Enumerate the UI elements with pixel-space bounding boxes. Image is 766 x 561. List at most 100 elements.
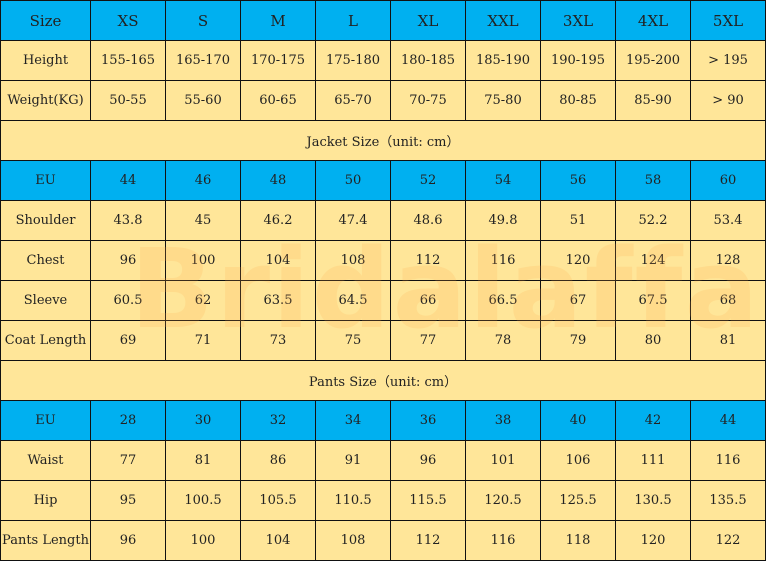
cell: 60.5: [90, 280, 166, 321]
general-row: Height 155-165 165-170 170-175 175-180 180-18…: [0, 40, 766, 81]
cell: 73: [240, 320, 316, 361]
cell: 80: [615, 320, 691, 361]
cell: 100: [165, 520, 241, 561]
pants-row: Pants Length 96 100 104 108 112 116 118 120 122: [0, 520, 766, 561]
pants-section-title: Pants Size（unit: cm）: [0, 360, 766, 401]
jacket-row: Shoulder 43.8 45 46.2 47.4 48.6 49.8 51 52.2 53.4: [0, 200, 766, 241]
jacket-row: Sleeve 60.5 62 63.5 64.5 66 66.5 67 67.5 68: [0, 280, 766, 321]
cell: 54: [465, 160, 541, 201]
cell: 112: [390, 520, 466, 561]
cell: 36: [390, 400, 466, 441]
cell: 81: [690, 320, 766, 361]
row-label: Height: [0, 40, 91, 81]
cell: 48: [240, 160, 316, 201]
cell: 63.5: [240, 280, 316, 321]
cell: 5XL: [690, 0, 766, 41]
cell: 135.5: [690, 480, 766, 521]
cell: 66: [390, 280, 466, 321]
cell: 52: [390, 160, 466, 201]
cell: 100.5: [165, 480, 241, 521]
cell: 110.5: [315, 480, 391, 521]
cell: M: [240, 0, 316, 41]
cell: 101: [465, 440, 541, 481]
size-header-row: Size XS S M L XL XXL 3XL 4XL 5XL: [0, 0, 766, 41]
cell: 100: [165, 240, 241, 281]
cell: 40: [540, 400, 616, 441]
cell: 105.5: [240, 480, 316, 521]
cell: 38: [465, 400, 541, 441]
cell: 175-180: [315, 40, 391, 81]
cell: 4XL: [615, 0, 691, 41]
cell: 95: [90, 480, 166, 521]
cell: 67: [540, 280, 616, 321]
cell: 34: [315, 400, 391, 441]
cell: L: [315, 0, 391, 41]
cell: 115.5: [390, 480, 466, 521]
cell: 86: [240, 440, 316, 481]
jacket-section: Jacket Size（unit: cm）: [0, 120, 766, 161]
cell: 64.5: [315, 280, 391, 321]
cell: 51: [540, 200, 616, 241]
cell: XS: [90, 0, 166, 41]
cell: 78: [465, 320, 541, 361]
cell: 195-200: [615, 40, 691, 81]
cell: 52.2: [615, 200, 691, 241]
cell: S: [165, 0, 241, 41]
row-label: Shoulder: [0, 200, 91, 241]
cell: 170-175: [240, 40, 316, 81]
pants-section: Pants Size（unit: cm）: [0, 360, 766, 401]
general-row: Weight(KG) 50-55 55-60 60-65 65-70 70-75 75-80…: [0, 80, 766, 121]
cell: 120: [615, 520, 691, 561]
cell: 130.5: [615, 480, 691, 521]
cell: 50-55: [90, 80, 166, 121]
cell: 91: [315, 440, 391, 481]
cell: 68: [690, 280, 766, 321]
cell: 50: [315, 160, 391, 201]
jacket-row: Chest 96 100 104 108 112 116 120 124 128: [0, 240, 766, 281]
cell: 96: [390, 440, 466, 481]
cell: 56: [540, 160, 616, 201]
cell: 185-190: [465, 40, 541, 81]
cell: 124: [615, 240, 691, 281]
cell: 71: [165, 320, 241, 361]
cell: 47.4: [315, 200, 391, 241]
pants-eu-row: EU 28 30 32 34 36 38 40 42 44: [0, 400, 766, 441]
cell: 77: [90, 440, 166, 481]
cell: 106: [540, 440, 616, 481]
cell: 28: [90, 400, 166, 441]
cell: 49.8: [465, 200, 541, 241]
cell: 66.5: [465, 280, 541, 321]
cell: 77: [390, 320, 466, 361]
cell: 65-70: [315, 80, 391, 121]
cell: 67.5: [615, 280, 691, 321]
pants-row: Hip 95 100.5 105.5 110.5 115.5 120.5 125.5 130.5…: [0, 480, 766, 521]
cell: 125.5: [540, 480, 616, 521]
cell: 45: [165, 200, 241, 241]
cell: 3XL: [540, 0, 616, 41]
row-label: EU: [0, 400, 91, 441]
cell: 32: [240, 400, 316, 441]
jacket-section-title: Jacket Size（unit: cm）: [0, 120, 766, 161]
cell: 155-165: [90, 40, 166, 81]
cell: 62: [165, 280, 241, 321]
cell: 70-75: [390, 80, 466, 121]
cell: 58: [615, 160, 691, 201]
cell: 60: [690, 160, 766, 201]
cell: 111: [615, 440, 691, 481]
jacket-row: Coat Length 69 71 73 75 77 78 79 80 81: [0, 320, 766, 361]
jacket-eu-row: EU 44 46 48 50 52 54 56 58 60: [0, 160, 766, 201]
cell: 190-195: [540, 40, 616, 81]
cell: 118: [540, 520, 616, 561]
row-label: Hip: [0, 480, 91, 521]
cell: 46: [165, 160, 241, 201]
cell: 44: [690, 400, 766, 441]
cell: 75: [315, 320, 391, 361]
row-label: Chest: [0, 240, 91, 281]
cell: > 195: [690, 40, 766, 81]
pants-row: Waist 77 81 86 91 96 101 106 111 116: [0, 440, 766, 481]
cell: 180-185: [390, 40, 466, 81]
cell: 104: [240, 520, 316, 561]
cell: 96: [90, 520, 166, 561]
cell: 96: [90, 240, 166, 281]
